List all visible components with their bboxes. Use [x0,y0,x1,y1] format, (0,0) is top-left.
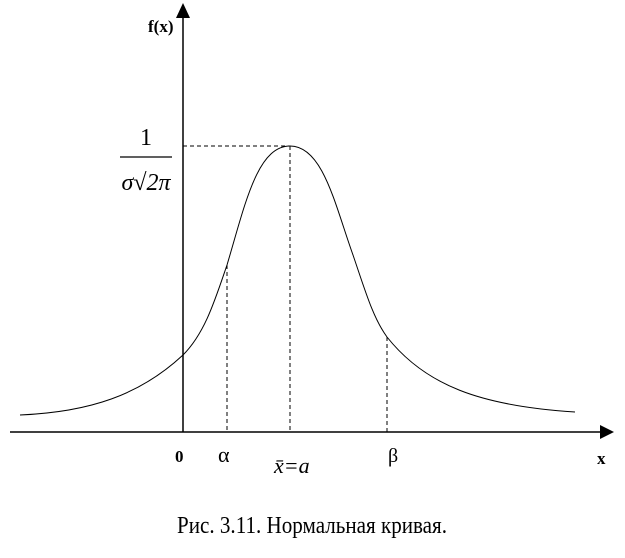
peak-denominator: σ√2π [121,170,171,196]
beta-label: β [388,445,398,467]
mean-label: x̄=a [273,453,310,478]
x-label: x [597,449,606,468]
alpha-label: α [218,442,230,467]
peak-numerator: 1 [140,125,152,151]
caption: Рис. 3.11. Нормальная кривая. [177,513,447,539]
origin-label: 0 [175,447,184,466]
y-arrow [176,3,190,18]
x-arrow [600,425,614,439]
y-label: f(x) [148,17,173,36]
